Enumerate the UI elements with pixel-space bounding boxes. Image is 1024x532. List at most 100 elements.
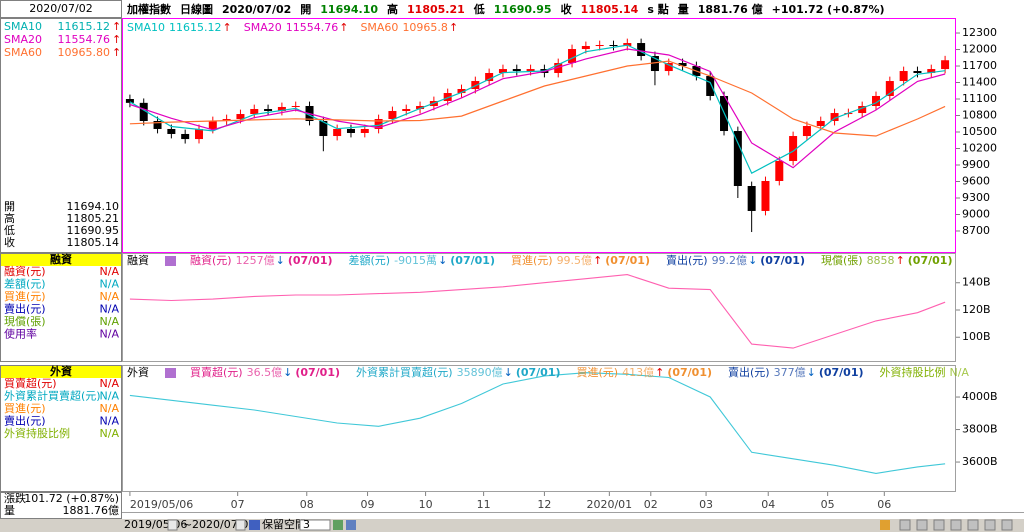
sma-arrow: ↑ [112, 46, 121, 59]
margin-title: 融資 [50, 252, 72, 266]
foreign-panel [122, 365, 956, 492]
candle-body [264, 109, 273, 111]
legend-arrow: ↑ [339, 21, 348, 34]
readout-arrow: ↑ [896, 254, 905, 267]
sma-arrow: ↑ [112, 33, 121, 46]
header-text: 量 [678, 3, 689, 16]
readout-name: 賣出(元) [728, 365, 770, 379]
candle-body [885, 81, 894, 96]
x-tick-label: 02 [644, 498, 658, 511]
candle-body [291, 105, 300, 107]
foreign-icon[interactable] [165, 368, 176, 378]
count-input[interactable] [299, 519, 331, 531]
y-tick-label: 12300 [962, 26, 997, 39]
start-button[interactable] [167, 519, 178, 531]
price-panel [122, 18, 956, 253]
tool-icon[interactable] [950, 519, 962, 531]
candle-body [125, 99, 134, 103]
readout-arrow: ↓ [276, 254, 285, 267]
candle-body [733, 131, 742, 187]
end-button[interactable] [235, 519, 246, 531]
header-text: 低 [473, 2, 485, 16]
candle-body [360, 128, 369, 133]
legend-name: SMA60 [360, 21, 398, 34]
quote-label: 高 [4, 211, 15, 225]
x-tick-label: 03 [699, 498, 713, 511]
calendar-icon[interactable] [249, 520, 260, 530]
candle-body [471, 81, 480, 90]
readout-date: (07/01) [295, 366, 340, 379]
legend-value: 11615.12 [169, 21, 222, 34]
candle-body [526, 69, 535, 72]
tool-icon[interactable] [333, 520, 343, 530]
candle-body [346, 128, 355, 133]
candle-body [664, 62, 673, 72]
candle-body [319, 121, 328, 137]
tool-icon[interactable] [1001, 519, 1013, 531]
tool-icon[interactable] [967, 519, 979, 531]
candle-body [512, 69, 521, 72]
readout-date: (07/01) [288, 254, 333, 267]
panel-title: 外資 [127, 366, 149, 379]
tool-icon[interactable] [880, 520, 890, 530]
quote-label: 低 [4, 224, 15, 237]
tool-icon[interactable] [984, 519, 996, 531]
toolbar-count[interactable]: 3 [303, 518, 310, 531]
tool-icon[interactable] [346, 520, 356, 530]
toolbar-end[interactable]: 2020/07/02 [192, 518, 255, 531]
foreign-row-label: 買賣超(元) [4, 376, 57, 390]
header-text: 開 [300, 3, 311, 16]
candle-body [139, 102, 148, 122]
x-tick-label: 2019/05/06 [130, 498, 193, 511]
header-text: 高 [387, 2, 398, 16]
header-text: 日線圖 [180, 2, 213, 16]
y-tick-label: 3800B [962, 423, 998, 436]
y-tick-label: 100B [962, 330, 991, 343]
candle-body [388, 110, 397, 120]
legend-value: 10965.8 [402, 21, 448, 34]
margin-icon[interactable] [165, 256, 176, 266]
sma-name: SMA10 [4, 20, 42, 33]
candle-body [457, 89, 466, 94]
tool-icon[interactable] [916, 519, 928, 531]
sma-value: 10965.80 [58, 46, 111, 59]
toolbar-start[interactable]: 2019/05/06 [124, 518, 187, 531]
readout-date: (07/01) [516, 366, 561, 379]
margin-row-label: 使用率 [4, 327, 37, 341]
panel-title: 融資 [127, 254, 149, 267]
readout-value: N/A [950, 366, 970, 379]
x-tick-label: 10 [419, 498, 433, 511]
candle-body [581, 45, 590, 50]
quote-label: 開 [4, 200, 15, 213]
frames [0, 0, 1024, 519]
readout-value: 8858 [867, 254, 895, 267]
candle-body [872, 95, 881, 106]
candle-body [609, 45, 618, 47]
header-text: 收 [561, 2, 572, 16]
foreign-row-label: 買進(元) [4, 402, 46, 415]
header-text: 11690.95 [494, 3, 552, 16]
y-tick-label: 10800 [962, 109, 997, 122]
sidebar-foreign-box [0, 365, 122, 492]
margin-title-bg [1, 254, 121, 266]
y-tick-label: 3600B [962, 455, 998, 468]
margin-row-value: N/A [100, 265, 120, 278]
margin-row-label: 差額(元) [4, 277, 46, 291]
series-line [129, 274, 946, 349]
candle-body [443, 93, 452, 101]
candle-body [222, 119, 231, 122]
candle-body [858, 105, 867, 114]
foreign-row-value: N/A [100, 390, 120, 403]
y-tick-label: 4000B [962, 390, 998, 403]
tool-icon[interactable] [899, 519, 911, 531]
header-text: 11694.10 [320, 3, 378, 16]
foreign-title: 外資 [49, 364, 72, 378]
candle-body [637, 43, 646, 57]
y-tick-label: 9000 [962, 207, 990, 220]
candle-body [802, 126, 811, 137]
tool-icon[interactable] [933, 519, 945, 531]
candle-body [277, 106, 286, 111]
y-tick-label: 120B [962, 303, 991, 316]
volume-value: 1881.76億 [63, 504, 120, 517]
sma-line [129, 48, 946, 169]
